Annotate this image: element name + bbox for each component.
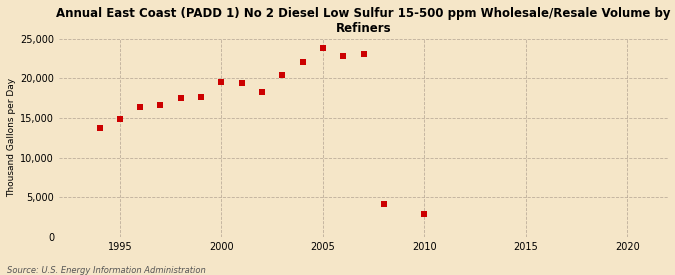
Point bbox=[317, 45, 328, 50]
Point bbox=[216, 80, 227, 85]
Point bbox=[277, 73, 288, 78]
Point bbox=[155, 102, 166, 107]
Point bbox=[297, 60, 308, 64]
Point bbox=[338, 53, 348, 58]
Point bbox=[135, 105, 146, 109]
Point bbox=[176, 96, 186, 100]
Point bbox=[358, 52, 369, 56]
Point bbox=[196, 95, 207, 100]
Y-axis label: Thousand Gallons per Day: Thousand Gallons per Day bbox=[7, 78, 16, 197]
Point bbox=[379, 202, 389, 207]
Title: Annual East Coast (PADD 1) No 2 Diesel Low Sulfur 15-500 ppm Wholesale/Resale Vo: Annual East Coast (PADD 1) No 2 Diesel L… bbox=[56, 7, 671, 35]
Point bbox=[115, 117, 126, 121]
Point bbox=[419, 211, 430, 216]
Point bbox=[256, 90, 267, 94]
Point bbox=[236, 81, 247, 86]
Point bbox=[95, 125, 105, 130]
Text: Source: U.S. Energy Information Administration: Source: U.S. Energy Information Administ… bbox=[7, 266, 205, 275]
